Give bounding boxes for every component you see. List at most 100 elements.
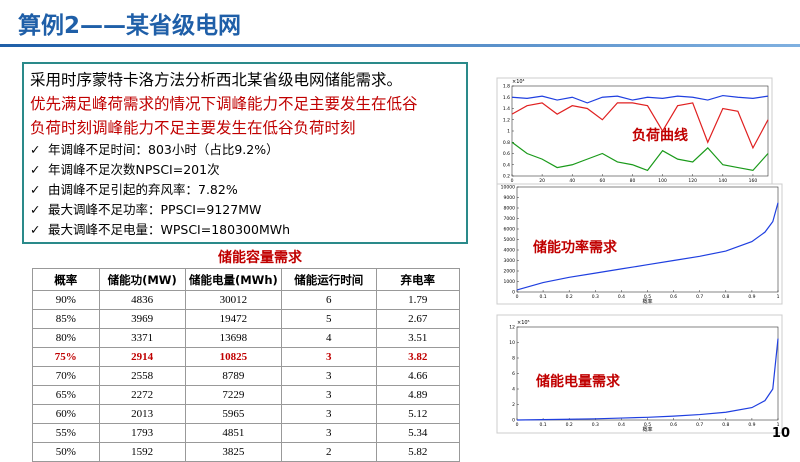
data-line	[511, 141, 769, 172]
x-tick-label: 1	[777, 422, 780, 428]
x-tick-label: 140	[719, 178, 728, 184]
y-tick-label: 1000	[504, 279, 516, 285]
check-icon: ✓	[30, 222, 41, 237]
table-cell: 3	[280, 366, 377, 386]
bullet-text: 年调峰不足次数NPSCI=201次	[48, 162, 220, 177]
table-cell: 5965	[184, 404, 282, 424]
table-cell: 85%	[32, 309, 100, 329]
x-tick-label: 60	[599, 178, 605, 184]
y-tick-label: 4	[512, 387, 515, 393]
table-cell: 70%	[32, 366, 100, 386]
y-tick-label: 0	[512, 418, 515, 424]
chart-label: 负荷曲线	[632, 127, 688, 144]
header-cell: 储能电量(MWh)	[184, 268, 282, 291]
bullet: ✓ 最大调峰不足电量：WPSCI=180300MWh	[30, 220, 460, 240]
y-tick-label: 9000	[504, 195, 516, 201]
check-icon: ✓	[30, 202, 41, 217]
title-bar	[0, 44, 800, 47]
table-cell: 65%	[32, 385, 100, 405]
table-row: 80% 3371 13698 4 3.51	[32, 328, 460, 348]
x-tick-label: 0.3	[592, 294, 599, 300]
x-tick-label: 20	[539, 178, 545, 184]
x-tick-label: 160	[749, 178, 758, 184]
bullet: ✓ 年调峰不足次数NPSCI=201次	[30, 160, 460, 180]
y-tick-label: 10	[509, 340, 515, 346]
bullet: ✓ 最大调峰不足功率：PPSCI=9127MW	[30, 200, 460, 220]
summary-line: 优先满足峰荷需求的情况下调峰能力不足主要发生在低谷	[30, 95, 418, 113]
summary-line: 采用时序蒙特卡洛方法分析西北某省级电网储能需求。	[30, 71, 403, 89]
check-icon: ✓	[30, 162, 41, 177]
y-tick-label: 2	[512, 402, 515, 408]
chart-label: 储能功率需求	[532, 239, 618, 256]
y-tick-label: 0	[512, 290, 515, 296]
y-tick-label: 6000	[504, 227, 516, 233]
table-cell: 1793	[98, 423, 186, 443]
capacity-table: 概率 储能功(MW) 储能电量(MWh) 储能运行时间 弃电率 90% 4836 30012 6…	[32, 268, 460, 462]
x-tick-label: 0.5	[644, 422, 651, 428]
x-tick-label: 80	[630, 178, 636, 184]
table-caption: 储能容量需求	[218, 250, 302, 266]
bullet-text: 最大调峰不足功率：PPSCI=9127MW	[48, 202, 262, 217]
y-tick-label: 1	[507, 129, 510, 135]
table-cell: 7229	[184, 385, 282, 405]
x-tick-label: 0	[516, 422, 519, 428]
x-tick-label: 0.9	[748, 422, 755, 428]
summary-box: 采用时序蒙特卡洛方法分析西北某省级电网储能需求。 优先满足峰荷需求的情况下调峰能…	[22, 62, 468, 244]
bullet: ✓ 年调峰不足时间：803小时（占比9.2%）	[30, 140, 460, 160]
y-tick-label: 1.4	[503, 106, 510, 112]
x-axis-label: 概率	[642, 298, 652, 305]
x-tick-label: 0.2	[566, 422, 573, 428]
x-tick-label: 0.5	[644, 294, 651, 300]
bullet-list: ✓ 年调峰不足时间：803小时（占比9.2%） ✓ 年调峰不足次数NPSCI=201次…	[30, 140, 460, 240]
x-tick-label: 0.7	[696, 422, 703, 428]
y-tick-label: 0.6	[503, 151, 510, 157]
slide-title: 算例2——某省级电网	[18, 13, 242, 39]
y-tick-label: 1.8	[503, 84, 510, 90]
chart-frame	[496, 314, 783, 434]
y-tick-label: 2000	[504, 269, 516, 275]
x-tick-label: 0	[516, 294, 519, 300]
x-tick-label: 0	[511, 178, 514, 184]
y-tick-label: 5000	[504, 237, 516, 243]
bullet-text: 由调峰不足引起的弃风率：7.82%	[48, 182, 238, 197]
y-tick-label: 7000	[504, 216, 516, 222]
x-tick-label: 0.6	[670, 422, 677, 428]
table-cell: 80%	[32, 328, 100, 348]
x-tick-label: 0.1	[540, 422, 547, 428]
x-tick-label: 0.4	[618, 422, 625, 428]
y-tick-label: 4000	[504, 248, 516, 254]
x-tick-label: 0.8	[722, 294, 729, 300]
chart-label: 储能电量需求	[535, 373, 621, 390]
table-row: 70% 2558 8789 3 4.66	[32, 366, 460, 386]
table-cell: 75%	[32, 347, 100, 367]
x-tick-label: 0.9	[748, 294, 755, 300]
y-tick-label: 1.2	[503, 117, 510, 123]
y-tick-label: 0.8	[503, 140, 510, 146]
x-tick-label: 0.1	[540, 294, 547, 300]
table-row: 65% 2272 7229 3 4.89	[32, 385, 460, 405]
chart-frame	[496, 183, 783, 305]
y-tick-label: 1.6	[503, 95, 510, 101]
x-tick-label: 0.2	[566, 294, 573, 300]
x-tick-label: 0.4	[618, 294, 625, 300]
x-tick-label: 0.8	[722, 422, 729, 428]
y-tick-label: 8000	[504, 206, 516, 212]
table-cell: 10825	[184, 347, 282, 367]
x-tick-label: 1	[777, 294, 780, 300]
data-line	[516, 202, 779, 291]
data-line	[511, 94, 769, 104]
y-tick-label: 3000	[504, 258, 516, 264]
page-number: 10	[771, 426, 790, 441]
table-row: 90% 4836 30012 6 1.79	[32, 290, 460, 310]
x-tick-label: 0.6	[670, 294, 677, 300]
data-line	[516, 338, 779, 421]
table-row: 75% 2914 10825 3 3.82	[32, 347, 460, 367]
y-tick-label: 10000	[501, 185, 515, 191]
charts: 0 20 40 60 80 100 120 140 1600.20.40.60.811.21.4…	[496, 77, 783, 434]
check-icon: ✓	[30, 142, 41, 157]
x-axis-label: 概率	[642, 426, 652, 433]
x-tick-label: 100	[658, 178, 667, 184]
y-tick-label: 12	[509, 325, 515, 331]
bullet-text: 最大调峰不足电量：WPSCI=180300MWh	[48, 222, 291, 237]
table-cell: 4836	[98, 290, 186, 310]
